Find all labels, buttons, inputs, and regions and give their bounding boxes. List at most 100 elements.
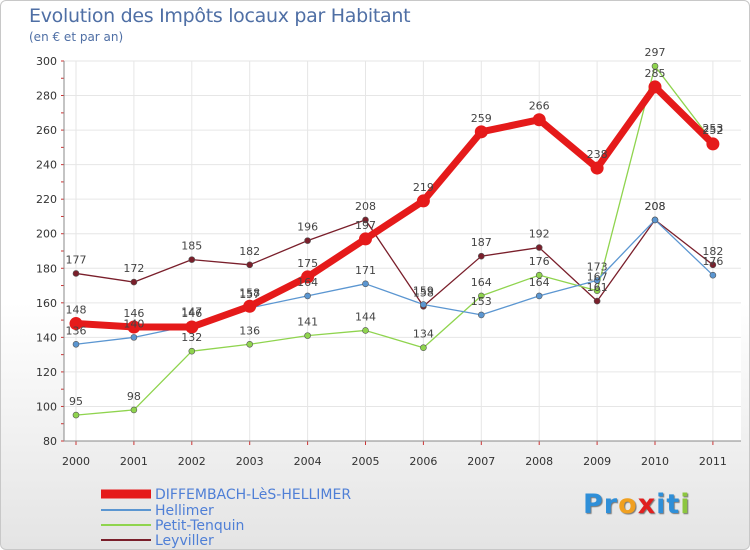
data-label: 197 (355, 219, 376, 232)
chart-subtitle: (en € et par an) (29, 30, 124, 44)
main-series-point (127, 320, 141, 334)
logo-letter: r (603, 489, 619, 520)
y-tick-label: 260 (36, 124, 57, 137)
main-series-point (243, 299, 257, 313)
series-point (535, 244, 543, 251)
series-point (477, 252, 485, 260)
data-label: 238 (587, 148, 608, 161)
series-point (477, 311, 485, 319)
series-line-3 (75, 219, 714, 307)
main-series-point (590, 161, 604, 175)
data-label: 192 (529, 228, 550, 241)
y-tick-label: 180 (36, 262, 57, 275)
data-label: 95 (69, 395, 83, 408)
series-point (362, 327, 369, 334)
data-label: 175 (297, 257, 318, 270)
series-point (593, 277, 601, 284)
data-label: 146 (181, 307, 202, 320)
x-tick-label: 2011 (699, 455, 727, 468)
y-tick-label: 80 (43, 435, 57, 448)
data-label: 285 (645, 67, 666, 80)
data-label: 177 (66, 253, 87, 266)
data-label: 146 (123, 307, 144, 320)
data-label: 253 (702, 122, 723, 135)
data-label: 259 (471, 112, 492, 125)
data-label: 182 (702, 245, 723, 258)
data-label: 134 (413, 328, 434, 341)
series-point (362, 216, 369, 224)
x-tick-label: 2001 (120, 455, 148, 468)
series-point (304, 237, 311, 244)
plot-area (64, 61, 741, 441)
main-series-point (532, 113, 546, 127)
main-series-point (185, 320, 199, 334)
x-tick-label: 2003 (236, 455, 264, 468)
x-tick-label: 2010 (641, 455, 669, 468)
series-point (72, 270, 80, 277)
series-point (593, 297, 601, 305)
data-label: 171 (355, 264, 376, 277)
data-label: 161 (587, 281, 608, 294)
data-label: 136 (239, 324, 260, 337)
logo-letter: P (583, 489, 604, 520)
series-point (420, 344, 427, 352)
series-point (304, 292, 311, 300)
series-point (246, 340, 253, 348)
data-label: 219 (413, 181, 434, 194)
series-point (72, 411, 80, 419)
data-label: 176 (529, 255, 550, 268)
data-label: 176 (702, 255, 723, 268)
main-series-point (359, 232, 372, 246)
data-label: 172 (123, 262, 144, 275)
data-label: 144 (355, 310, 376, 323)
y-tick-label: 200 (36, 228, 57, 241)
x-tick-label: 2004 (294, 455, 322, 468)
series-line-2 (75, 65, 714, 416)
series-point (130, 406, 138, 414)
data-label: 297 (645, 46, 666, 59)
series-point (188, 256, 196, 263)
series-point (651, 62, 659, 70)
series-point (477, 292, 485, 300)
y-tick-label: 160 (36, 297, 57, 310)
x-tick-label: 2000 (62, 455, 90, 468)
data-label: 208 (355, 200, 376, 213)
data-label: 159 (413, 285, 434, 298)
series-point (130, 334, 138, 341)
series-point (535, 292, 543, 300)
data-label: 153 (471, 295, 492, 308)
series-point (709, 271, 717, 279)
data-label: 157 (239, 288, 260, 301)
data-label: 208 (645, 200, 666, 213)
chart-title: Evolution des Impôts locaux par Habitant (29, 5, 411, 27)
x-tick-label: 2007 (467, 455, 495, 468)
x-tick-label: 2008 (525, 455, 553, 468)
y-tick-label: 240 (36, 159, 57, 172)
y-tick-label: 300 (36, 55, 57, 68)
data-label: 252 (702, 124, 723, 137)
logo-letter: o (618, 489, 638, 520)
series-point (246, 261, 253, 269)
x-tick-label: 2006 (409, 455, 437, 468)
series-line-0 (72, 83, 717, 331)
data-label: 98 (127, 390, 141, 403)
main-series-point (474, 125, 488, 139)
main-series-point (301, 270, 315, 284)
series-point (130, 278, 138, 286)
x-tick-label: 2002 (178, 455, 206, 468)
logo-letter: t (666, 489, 681, 520)
series-point (593, 287, 601, 295)
series-point (651, 216, 659, 224)
data-label: 141 (297, 316, 318, 329)
main-series-point (416, 194, 430, 208)
data-label: 148 (66, 304, 87, 317)
legend-label: Leyviller (155, 533, 214, 549)
y-tick-label: 280 (36, 90, 57, 103)
data-label: 196 (297, 221, 318, 234)
proxiti-logo: Proxiti (583, 489, 691, 520)
logo-letter: i (656, 489, 667, 520)
data-label: 167 (587, 271, 608, 284)
data-label: 266 (529, 100, 550, 113)
data-label: 164 (529, 276, 550, 289)
series-point (72, 340, 80, 348)
